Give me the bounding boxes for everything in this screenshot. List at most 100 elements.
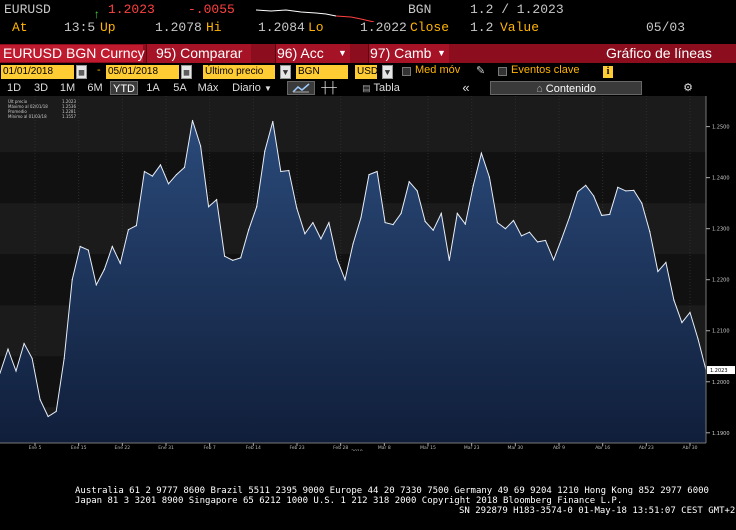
moving-avg-label: Med móv: [415, 64, 461, 76]
data-point: [577, 191, 579, 193]
data-point: [593, 195, 595, 197]
data-point: [143, 170, 146, 173]
pencil-icon[interactable]: ✎: [476, 65, 486, 77]
x-tick-label: Mar 8: [378, 445, 391, 451]
compare-button[interactable]: [146, 44, 251, 63]
data-point: [280, 170, 282, 173]
content-button[interactable]: ⌂ Contenido: [490, 81, 642, 95]
data-point: [424, 220, 426, 223]
range-button-1m[interactable]: 1M: [59, 82, 76, 94]
period-select[interactable]: Diario ▼: [225, 81, 279, 95]
calendar-icon[interactable]: ▦: [181, 65, 192, 79]
data-point: [167, 183, 170, 185]
range-button-1a[interactable]: 1A: [146, 82, 160, 94]
data-point: [240, 257, 242, 259]
data-point: [232, 259, 234, 261]
chevron-down-icon[interactable]: ▼: [280, 65, 291, 79]
range-button-ytd[interactable]: YTD: [110, 81, 138, 95]
data-point: [256, 206, 258, 208]
data-point: [504, 228, 507, 230]
actions-menu[interactable]: [275, 44, 350, 63]
table-icon: ▤: [362, 83, 371, 93]
quote-time: 13:5: [64, 20, 96, 35]
info-icon[interactable]: i: [603, 66, 613, 78]
sparkline: [255, 4, 376, 23]
content-icon: ⌂: [536, 83, 543, 95]
y-tick-label: 1.2100: [712, 329, 730, 335]
gear-icon[interactable]: ⚙: [683, 82, 693, 94]
field-select[interactable]: Último precio: [203, 65, 275, 79]
data-point: [103, 268, 105, 271]
quote-value-label: Value: [500, 20, 540, 35]
range-button-5a[interactable]: 5A: [173, 82, 187, 94]
data-point: [560, 238, 563, 240]
range-button-1d[interactable]: 1D: [6, 82, 22, 94]
chevron-down-icon: ▼: [338, 48, 347, 58]
change-menu[interactable]: [368, 44, 449, 63]
data-point: [135, 225, 137, 227]
quote-value: 1.2: [470, 20, 494, 35]
data-point: [15, 370, 17, 372]
quote-high: 1.2078: [155, 20, 202, 35]
data-point: [697, 338, 699, 340]
collapse-icon[interactable]: «: [462, 80, 470, 95]
data-point: [552, 259, 555, 261]
data-point: [673, 299, 675, 301]
table-button[interactable]: ▤ Tabla: [352, 81, 410, 95]
actions-label: 96) Acc: [277, 45, 324, 61]
y-tick-label: 1.2200: [712, 278, 730, 284]
quote-high-label: Hi: [206, 20, 222, 35]
events-checkbox[interactable]: [498, 67, 507, 76]
data-point: [665, 261, 667, 263]
quote-date: 05/03: [646, 20, 686, 35]
data-point: [464, 223, 466, 225]
data-point: [312, 221, 314, 224]
quote-bidask: 1.2 / 1.2023: [470, 2, 564, 17]
quote-close: 1.2022: [360, 20, 407, 35]
up-arrow-icon: ↑: [93, 8, 101, 22]
currency-input[interactable]: USD: [355, 65, 379, 79]
y-tick-label: 1.2300: [712, 227, 730, 233]
moving-avg-checkbox[interactable]: [402, 67, 411, 76]
range-button-máx[interactable]: Máx: [197, 82, 219, 94]
compare-label: 95) Comparar: [156, 45, 243, 61]
x-tick-label: Mar 23: [464, 445, 480, 451]
quote-at-label: At: [12, 20, 28, 35]
y-tick-label: 1.2000: [712, 380, 730, 386]
data-point: [617, 186, 619, 188]
data-point: [71, 279, 73, 281]
range-button-3d[interactable]: 3D: [33, 82, 49, 94]
line-chart-icon[interactable]: [287, 81, 315, 95]
quote-last: 1.2023: [108, 2, 155, 17]
security-field[interactable]: [0, 45, 143, 62]
last-value-label: 1.2023: [710, 368, 728, 374]
data-point: [360, 216, 362, 219]
price-chart: 1.1900 1.2000 1.2100 1.2200 1.2300 1.2400 1.25…: [0, 96, 736, 455]
quote-close-label: Close: [410, 20, 450, 35]
start-date-input[interactable]: 01/01/2018: [1, 65, 74, 79]
source-input[interactable]: BGN: [296, 65, 348, 79]
range-button-6m[interactable]: 6M: [87, 82, 103, 94]
calendar-icon[interactable]: ▦: [76, 65, 87, 79]
last-value-marker: [707, 366, 735, 375]
footer-contacts-2: Japan 81 3 3201 8900 Singapore 65 6212 1…: [75, 496, 623, 506]
events-label: Eventos clave: [511, 64, 580, 76]
x-tick-label: Abr 30: [683, 445, 698, 451]
data-point: [328, 221, 330, 224]
data-point: [368, 173, 370, 176]
data-point: [31, 357, 33, 359]
quote-source: BGN: [408, 2, 432, 17]
data-point: [569, 216, 571, 218]
crosshair-icon[interactable]: ┼┼: [321, 82, 337, 94]
chevron-down-icon[interactable]: ▼: [382, 65, 393, 79]
end-date-input[interactable]: 05/01/2018: [106, 65, 179, 79]
data-point: [87, 249, 89, 251]
quote-low-label: Lo: [308, 20, 324, 35]
quote-change: -.0055: [188, 2, 235, 17]
data-point: [0, 372, 1, 374]
footer-contacts-1: Australia 61 2 9777 8600 Brazil 5511 239…: [75, 486, 709, 496]
x-tick-label: Ene 5: [29, 445, 42, 451]
data-point: [384, 221, 386, 224]
legend-value: 1.2536: [62, 104, 76, 109]
price-area: [0, 120, 706, 443]
